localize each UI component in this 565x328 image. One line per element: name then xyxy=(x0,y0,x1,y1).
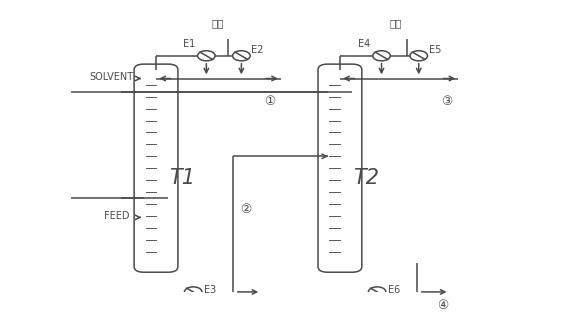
Text: E6: E6 xyxy=(388,285,400,295)
Text: 真空: 真空 xyxy=(389,18,402,28)
Circle shape xyxy=(198,51,215,61)
Circle shape xyxy=(410,51,428,61)
Circle shape xyxy=(368,287,386,297)
Text: E2: E2 xyxy=(251,45,264,54)
Text: ④: ④ xyxy=(437,299,449,312)
Circle shape xyxy=(373,51,390,61)
Circle shape xyxy=(233,51,250,61)
FancyBboxPatch shape xyxy=(318,64,362,272)
Text: ③: ③ xyxy=(442,95,453,108)
Text: E1: E1 xyxy=(183,39,195,50)
Text: E5: E5 xyxy=(429,45,441,54)
Text: ①: ① xyxy=(264,95,276,108)
Text: E3: E3 xyxy=(204,285,216,295)
Text: 真空: 真空 xyxy=(211,18,224,28)
Text: T2: T2 xyxy=(353,168,379,188)
Text: SOLVENT: SOLVENT xyxy=(89,72,133,82)
Text: FEED: FEED xyxy=(105,211,130,221)
FancyBboxPatch shape xyxy=(134,64,178,272)
Circle shape xyxy=(184,287,202,297)
Text: T1: T1 xyxy=(170,168,195,188)
Text: ②: ② xyxy=(240,203,251,216)
Text: E4: E4 xyxy=(358,39,371,50)
